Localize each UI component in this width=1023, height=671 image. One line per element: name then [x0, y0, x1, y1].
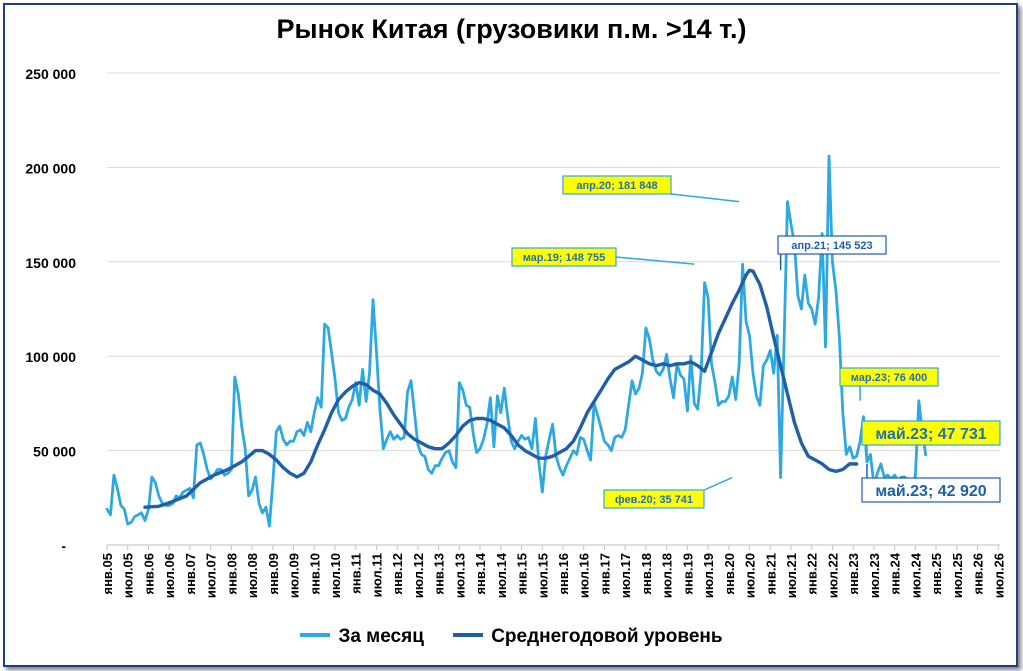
y-axis: - 50 000 100 000 150 000 200 000 250 000 [25, 66, 76, 554]
x-tick-label: янв.08 [224, 553, 239, 595]
callout-leader [703, 476, 733, 491]
x-tick-label: янв.25 [929, 553, 944, 595]
x-tick-label: июл.12 [411, 553, 426, 598]
legend-item-monthly: За месяц [300, 626, 424, 648]
x-tick-label: июл.11 [369, 553, 384, 597]
x-tick-label: янв.18 [639, 553, 654, 595]
callout-label: май.23; 47 731 [875, 426, 986, 443]
x-tick-label: янв.16 [556, 553, 571, 595]
x-tick-label: июл.07 [204, 553, 219, 598]
x-tick-label: июл.22 [825, 553, 840, 598]
legend-swatch-average [453, 632, 484, 637]
series-lines [105, 154, 928, 528]
x-tick-label: янв.06 [141, 553, 156, 595]
x-tick-label: июл.26 [991, 553, 1006, 598]
chart-frame [3, 3, 1018, 667]
y-tick-label: - [61, 538, 66, 554]
x-tick-label: июл.19 [701, 553, 716, 598]
x-tick-label: июл.06 [162, 553, 177, 598]
x-tick-label: янв.23 [846, 553, 861, 595]
callout-box [777, 235, 887, 255]
x-tick-label: июл.23 [867, 553, 882, 598]
x-tick-label: июл.15 [535, 553, 550, 598]
x-tick-label: июл.05 [121, 553, 136, 598]
y-tick-label: 150 000 [25, 255, 76, 271]
callout-leader [615, 256, 695, 265]
x-tick-label: янв.19 [680, 553, 695, 595]
callout-leader [670, 193, 740, 203]
x-tick-label: янв.09 [266, 553, 281, 595]
x-tick-label: июл.09 [287, 553, 302, 598]
legend-label-average: Среднегодовой уровень [491, 626, 723, 647]
x-tick-label: янв.14 [473, 552, 488, 594]
callout-label: фев.20; 35 741 [615, 494, 693, 506]
x-tick-label: янв.13 [432, 553, 447, 595]
callout-box [511, 247, 617, 267]
callout-label: май.23; 42 920 [875, 483, 986, 500]
y-tick-label: 200 000 [25, 160, 76, 176]
series-line-average [143, 268, 859, 509]
x-tick-label: июл.10 [328, 553, 343, 598]
callout-box [839, 367, 939, 387]
x-tick-label: янв.26 [971, 553, 986, 595]
x-tick-label: июл.13 [452, 553, 467, 598]
legend-label-monthly: За месяц [338, 626, 424, 647]
x-tick-label: янв.21 [763, 553, 778, 595]
x-tick-label: янв.17 [597, 553, 612, 595]
x-tick-label: янв.10 [307, 553, 322, 595]
x-tick-label: июл.21 [784, 553, 799, 598]
y-tick-label: 250 000 [25, 66, 76, 82]
legend-swatch-monthly [300, 632, 331, 637]
callout-label: мар.19; 148 755 [523, 252, 606, 264]
x-tick-label: янв.15 [515, 553, 530, 595]
callout-label: апр.21; 145 523 [791, 240, 872, 252]
series-line-monthly [105, 154, 928, 528]
x-tick-label: июл.08 [245, 553, 260, 598]
x-tick-label: янв.05 [100, 553, 115, 595]
x-tick-label: янв.20 [722, 553, 737, 595]
x-tick-label: июл.25 [950, 553, 965, 598]
x-tick-label: янв.24 [888, 552, 903, 594]
y-tick-label: 50 000 [33, 444, 76, 460]
callout-label: апр.20; 181 848 [576, 180, 657, 192]
data-callouts: мар.19; 148 755 апр.20; 181 848 апр.21; 14… [511, 175, 1001, 509]
x-tick-label: июл.14 [494, 552, 509, 598]
callout-box [861, 420, 1001, 446]
callout-label: мар.23; 76 400 [851, 372, 927, 384]
x-tick-label: июл.18 [660, 553, 675, 598]
legend-item-average: Среднегодовой уровень [453, 626, 723, 648]
chart-title: Рынок Китая (грузовики п.м. >14 т.) [276, 14, 747, 44]
callout-box [603, 489, 705, 509]
x-tick-label: янв.07 [183, 553, 198, 595]
callout-box [562, 175, 672, 195]
x-axis: янв.05 июл.05 янв.06 июл.06 янв.07 июл.07 янв.… [100, 544, 1006, 598]
x-tick-label: июл.24 [908, 552, 923, 598]
legend: За месяц Среднегодовой уровень [0, 626, 1023, 648]
y-tick-label: 100 000 [25, 349, 76, 365]
x-tick-label: янв.22 [805, 553, 820, 595]
x-tick-label: янв.12 [390, 553, 405, 595]
x-tick-label: июл.20 [743, 553, 758, 598]
x-tick-label: июл.16 [577, 553, 592, 598]
callout-box [861, 477, 1001, 503]
x-tick-label: янв.11 [349, 553, 364, 594]
x-tick-label: июл.17 [618, 553, 633, 598]
